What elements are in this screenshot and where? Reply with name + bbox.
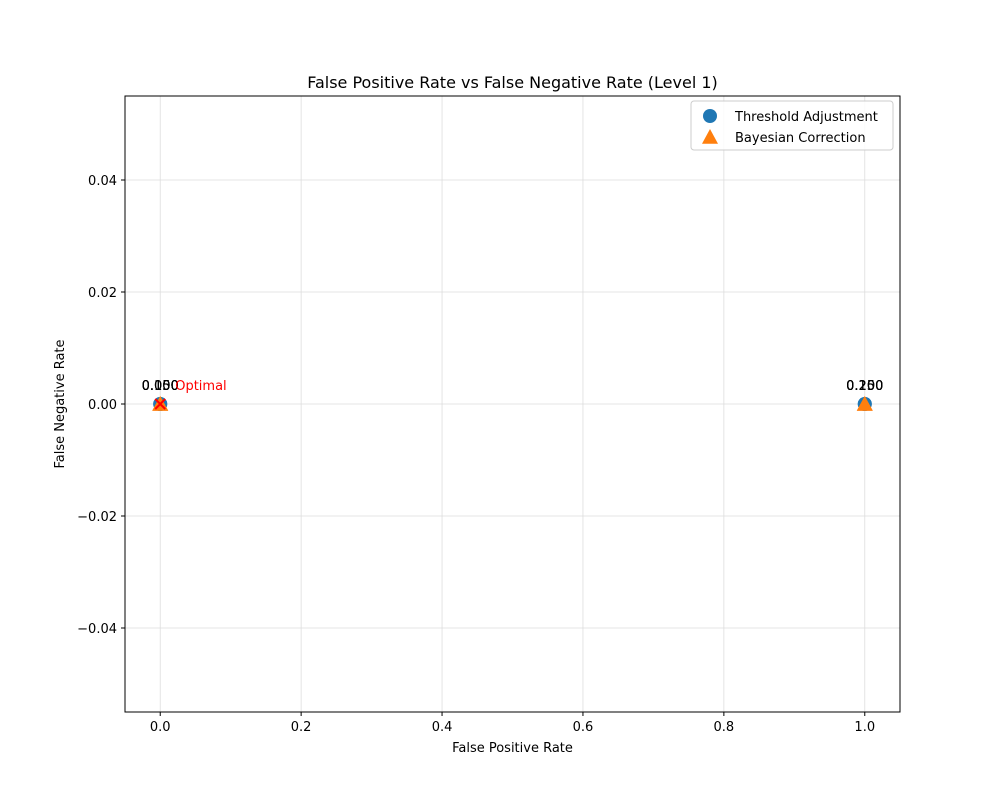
data-label: 0.150 [846, 379, 883, 394]
y-axis-title: False Negative Rate [53, 339, 68, 468]
axis-ticks: 0.0 0.2 0.4 0.6 0.8 1.0 −0.04 −0.02 0.00 0.02 0.04 [77, 174, 875, 735]
data-label: 0.200 [846, 379, 883, 394]
data-points [152, 396, 873, 411]
legend-marker-bayesian-correction [702, 129, 718, 144]
data-label: 0.100 [142, 379, 179, 394]
data-label: 0.050 [142, 379, 179, 394]
x-axis-title: False Positive Rate [452, 741, 573, 756]
data-label: 0.150 [846, 379, 883, 394]
legend: Threshold Adjustment Bayesian Correction [690, 100, 894, 151]
legend-entry-label: Bayesian Correction [735, 131, 866, 146]
optimal-annotation: Optimal [175, 379, 226, 394]
y-tick-label: 0.00 [88, 398, 117, 413]
x-tick-label: 0.2 [291, 720, 312, 735]
bayesian-correction-point [856, 396, 873, 411]
optimal-marker-stroke [154, 398, 166, 410]
legend-entry-label: Threshold Adjustment [734, 110, 878, 125]
y-tick-label: 0.04 [88, 174, 117, 189]
chart-title: False Positive Rate vs False Negative Ra… [307, 73, 718, 92]
data-label: 0.100 [142, 379, 179, 394]
y-tick-label: −0.02 [77, 510, 117, 525]
legend-box [690, 100, 894, 151]
x-tick-label: 0.0 [150, 720, 171, 735]
x-tick-label: 0.4 [432, 720, 453, 735]
x-tick-label: 0.6 [573, 720, 594, 735]
grid-lines [125, 96, 900, 712]
x-tick-label: 1.0 [854, 720, 875, 735]
data-label: 0.050 [142, 379, 179, 394]
optimal-marker [154, 398, 166, 410]
y-tick-label: 0.02 [88, 286, 117, 301]
legend-marker-threshold-adjustment [703, 109, 717, 123]
data-label: 0.200 [846, 379, 883, 394]
y-tick-label: −0.04 [77, 622, 117, 637]
x-tick-label: 0.8 [714, 720, 735, 735]
